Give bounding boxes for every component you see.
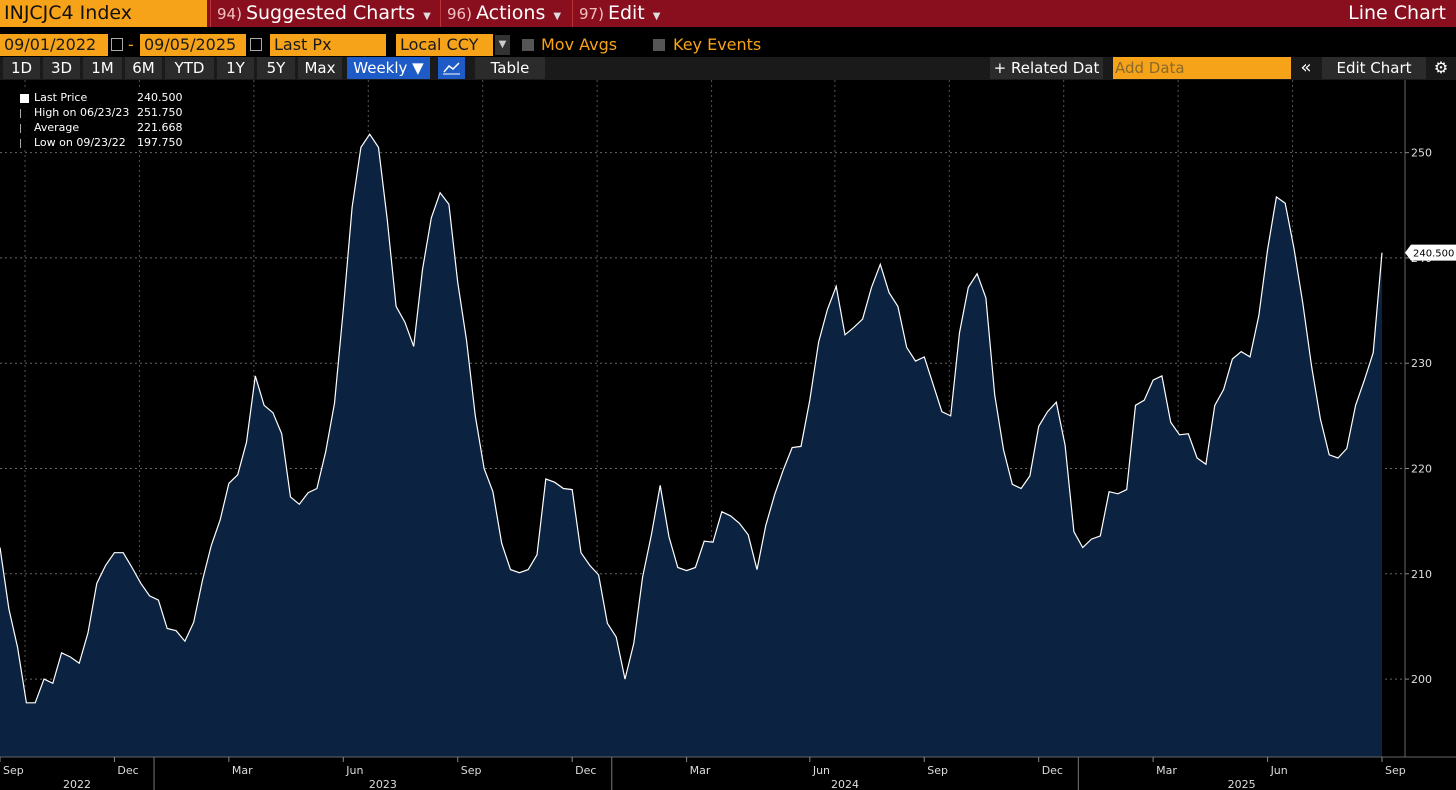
x-tick-label: Sep [1385,764,1406,777]
menu[interactable]: 97) Edit ▼ [572,0,666,27]
title-bar [0,0,1456,27]
last-value-label: 240.500 [1413,249,1454,260]
legend-label: Average [34,121,79,134]
year-label: 2023 [369,778,397,790]
x-tick-label: Sep [927,764,948,777]
menu-number: 94) [217,5,242,23]
x-tick-label: Jun [345,764,363,777]
legend-label: Low on 09/23/22 [34,136,126,149]
y-tick-label: 210 [1411,568,1432,581]
x-tick-label: Dec [117,764,138,777]
legend-value: 221.668 [137,121,183,134]
y-tick-label: 250 [1411,147,1432,160]
period-button[interactable]: 1Y [217,57,254,79]
related-data[interactable]: + Related Dat [990,57,1103,79]
calendar-icon[interactable] [250,38,262,51]
legend-icon [20,94,29,103]
key-events[interactable]: Key Events [673,35,762,54]
period-button[interactable]: YTD [165,57,214,79]
collapse[interactable]: « [1300,57,1312,78]
last-value-tag [1405,244,1456,261]
legend-icon [20,124,21,133]
x-tick-label: Dec [1042,764,1063,777]
legend-label: Last Price [34,91,87,104]
field[interactable]: Last Px [270,34,386,56]
x-tick-label: Mar [232,764,253,777]
menu-arrow: ▼ [553,11,562,22]
edit-chart[interactable]: Edit Chart [1322,57,1426,79]
legend-icon [20,139,21,148]
legend-value: 251.750 [137,106,183,119]
menu[interactable]: 96) Actions ▼ [440,0,568,27]
menu-number: 97) [579,5,604,23]
checkbox[interactable] [522,39,534,51]
y-tick-label: 220 [1411,463,1432,476]
x-tick-label: Mar [690,764,711,777]
menu-arrow: ▼ [423,11,431,22]
period-button[interactable]: 3D [43,57,80,79]
period-button[interactable]: 6M [125,57,162,79]
period-button[interactable]: 1M [83,57,122,79]
legend-value: 240.500 [137,91,183,104]
year-label: 2022 [63,778,91,790]
period-button[interactable]: 1D [3,57,40,79]
x-tick-label: Jun [812,764,830,777]
menu-label: Actions [475,2,546,24]
x-tick-label: Sep [461,764,482,777]
y-tick-label: 230 [1411,357,1432,370]
x-tick-label: Dec [575,764,596,777]
currency[interactable]: Local CCY [396,34,493,56]
icon [443,62,460,75]
menu-label: Suggested Charts [245,2,416,24]
legend-value: 197.750 [137,136,183,149]
year-label: 2024 [831,778,859,790]
frequency[interactable]: Weekly ▼ [347,57,430,79]
end-date[interactable]: 09/05/2025 [140,34,246,56]
menu[interactable]: 94) Suggested Charts ▼ [210,0,435,27]
x-tick-label: Jun [1270,764,1288,777]
x-tick-label: Mar [1156,764,1177,777]
table-button[interactable]: Table [475,57,545,79]
dropdown[interactable]: ▼ [495,35,510,55]
menu-number: 96) [447,5,472,23]
chart-icon[interactable] [438,57,465,79]
view-name: Line Chart [1348,2,1446,24]
period-button[interactable]: 5Y [257,57,295,79]
menu-arrow: ▼ [652,11,661,22]
start-date[interactable]: 09/01/2022 [0,34,108,56]
legend-box [4,88,184,150]
add-data[interactable]: Add Data [1113,57,1291,79]
x-tick-label: Sep [3,764,24,777]
security-field[interactable]: INJCJC4 Index [0,0,207,27]
line [0,133,1383,704]
mov-avgs[interactable]: Mov Avgs [541,35,618,54]
menu-label: Edit [607,2,645,24]
date-separator: - [128,35,134,54]
legend-icon [20,109,21,118]
calendar-icon[interactable] [111,38,123,51]
period-button[interactable]: Max [298,57,342,79]
checkbox[interactable] [653,39,665,51]
year-label: 2025 [1228,778,1256,790]
y-tick-label: 200 [1411,673,1432,686]
settings-icon[interactable]: ⚙ [1433,58,1449,77]
legend-label: High on 06/23/23 [34,106,129,119]
